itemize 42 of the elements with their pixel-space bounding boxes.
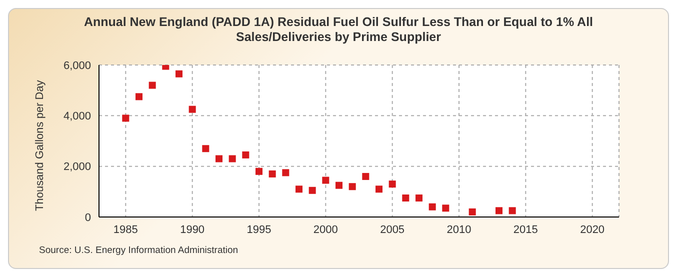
point [496,207,502,214]
x-tick-label: 2000 [313,224,338,236]
y-tick-label: 4,000 [63,110,91,123]
chart-title: Annual New England (PADD 1A) Residual Fuel Oil Sulfur Less Than or Equal to 1% All Sales/Deliveries by Prime Supplier [82,14,594,45]
point [282,169,290,176]
point [336,182,342,189]
x-tick-label: 1990 [180,224,205,236]
point [176,70,182,78]
point [136,93,142,100]
x-tick-label: 2020 [580,224,605,236]
point [362,172,370,180]
point [296,186,302,193]
point [508,207,516,214]
point [388,180,396,188]
x-tick-label: 2015 [513,224,538,236]
y-tick-label: 0 [84,212,91,224]
x-tick-label: 2010 [446,224,472,236]
point [376,186,382,193]
point [468,208,476,216]
point [268,170,276,178]
y-tick-label: 6,000 [63,60,91,72]
y-tick-label: 2,000 [63,161,91,174]
point [148,82,156,89]
point [242,151,250,158]
point [348,183,356,190]
point [308,186,316,194]
point [202,145,210,152]
x-tick-label: 2005 [380,224,405,236]
source-note: Source: U.S. Energy Information Administration [39,245,238,256]
x-tick-label: 1985 [113,224,138,236]
point [442,204,450,212]
point [122,114,130,122]
point [402,194,410,202]
point [256,168,262,175]
point [322,176,330,184]
point [216,155,222,162]
point [188,106,196,113]
y-axis-title: Thousand Gallons per Day [34,80,46,211]
point [228,155,236,162]
point [416,194,422,202]
point [428,203,436,210]
x-tick-label: 1995 [246,224,272,236]
